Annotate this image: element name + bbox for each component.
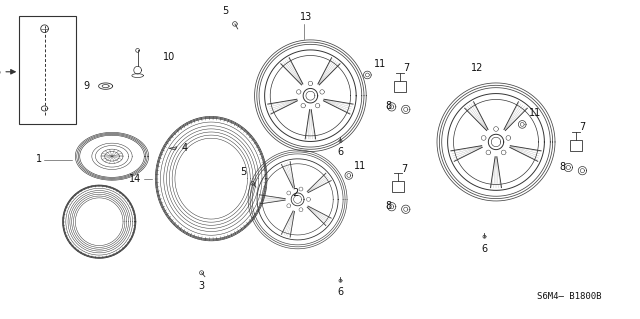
Text: 10: 10 [163, 52, 175, 63]
Text: 2: 2 [292, 188, 298, 198]
Text: 11: 11 [529, 108, 541, 118]
Polygon shape [169, 147, 177, 150]
Bar [19, 16, 76, 124]
Text: 9: 9 [83, 81, 90, 91]
Text: 1: 1 [35, 154, 42, 165]
Text: 6: 6 [337, 147, 344, 157]
Text: 7: 7 [403, 63, 410, 73]
Text: B-16: B-16 [0, 67, 1, 77]
Text: S6M4– B1800B: S6M4– B1800B [537, 292, 602, 301]
Text: 13: 13 [300, 12, 312, 22]
Text: 12: 12 [470, 63, 483, 73]
Text: 14: 14 [129, 174, 141, 184]
Bar [394, 80, 406, 92]
Text: 7: 7 [579, 122, 586, 132]
Text: 7: 7 [401, 164, 408, 174]
Bar [392, 181, 404, 192]
Text: 4: 4 [182, 143, 188, 153]
Text: 11: 11 [374, 59, 386, 69]
Text: 8: 8 [385, 101, 392, 111]
Text: 3: 3 [198, 281, 205, 291]
Text: 8: 8 [559, 162, 565, 172]
Text: 6: 6 [337, 287, 344, 297]
Bar [570, 139, 582, 151]
Text: 5: 5 [240, 167, 246, 177]
Text: 8: 8 [385, 201, 392, 211]
Text: 6: 6 [481, 244, 488, 254]
Text: 11: 11 [354, 161, 366, 171]
Text: 5: 5 [222, 6, 228, 16]
